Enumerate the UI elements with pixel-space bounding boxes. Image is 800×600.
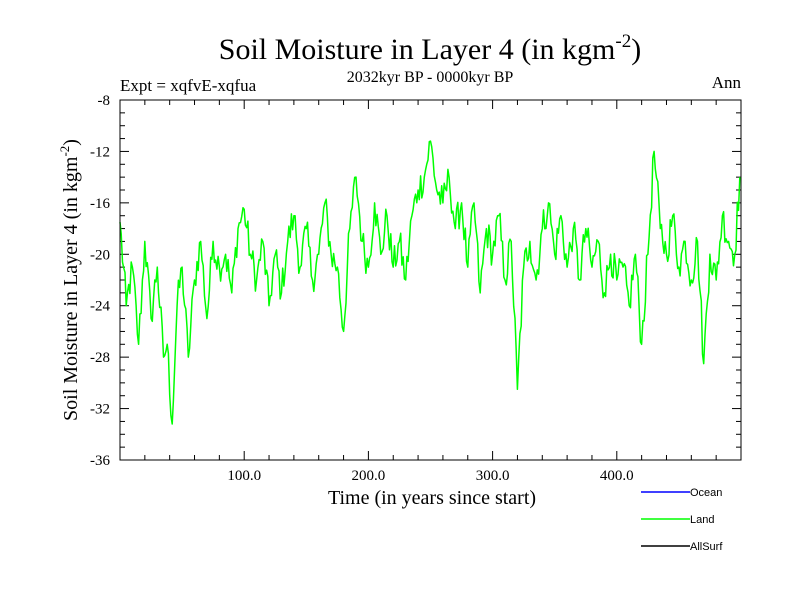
y-tick-label: -12: [90, 144, 110, 160]
chart-subtitle: 2032kyr BP - 0000kyr BP: [347, 69, 514, 86]
season-label: Ann: [712, 73, 742, 92]
plot-frame: [119, 99, 742, 461]
x-axis-label: Time (in years since start): [328, 487, 536, 509]
y-tick-label: -32: [90, 402, 110, 418]
x-tick-label: 400.0: [600, 468, 634, 484]
x-tick-label: 300.0: [476, 468, 510, 484]
data-series: [119, 140, 741, 425]
legend-label-allsurf: AllSurf: [690, 541, 723, 553]
y-tick-label: -16: [90, 196, 110, 212]
series-line-land: [119, 140, 741, 425]
y-axis-label-superscript: -2: [57, 146, 72, 157]
y-tick-label: -8: [98, 93, 111, 109]
legend-label-ocean: Ocean: [690, 487, 722, 499]
legend-label-land: Land: [690, 514, 714, 526]
chart-title-suffix: ): [631, 33, 641, 66]
legend: Ocean Land AllSurf: [641, 487, 723, 553]
chart-title-superscript: -2: [615, 31, 631, 52]
y-tick-label: -20: [90, 247, 110, 263]
x-tick-label: 200.0: [352, 468, 386, 484]
x-tick-label: 100.0: [227, 468, 261, 484]
y-axis-label-main: Soil Moisture in Layer 4 (in kgm: [60, 156, 82, 421]
y-axis-label-suffix: ): [60, 139, 82, 146]
y-tick-label: -36: [90, 453, 110, 469]
axis-ticks: -36 -32 -28 -24 -20 -16 -12 -8 100.0 200.0 300.0 40…: [90, 93, 741, 484]
y-tick-label: -28: [90, 350, 110, 366]
chart-title: Soil Moisture in Layer 4 (in kgm-2): [219, 31, 641, 66]
y-axis-label: Soil Moisture in Layer 4 (in kgm-2): [57, 139, 82, 421]
experiment-label: Expt = xqfvE-xqfua: [120, 76, 257, 95]
y-tick-label: -24: [90, 299, 110, 315]
chart-title-main: Soil Moisture in Layer 4 (in kgm: [219, 33, 616, 66]
